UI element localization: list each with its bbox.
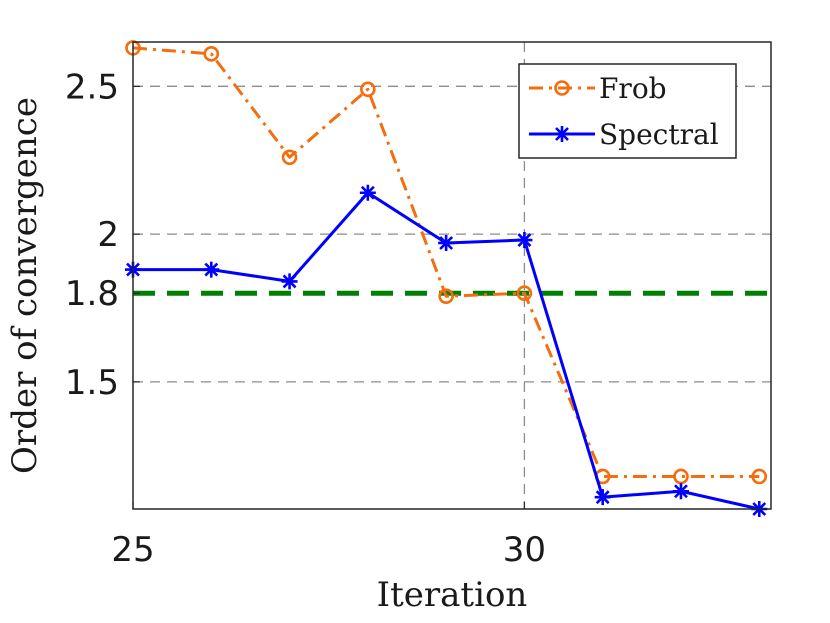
circle-marker	[673, 468, 689, 485]
asterisk-marker	[438, 234, 455, 251]
asterisk-marker	[594, 489, 611, 506]
circle-marker	[203, 46, 220, 62]
y-tick-label: 1.8	[65, 274, 119, 314]
x-axis-label: Iteration	[377, 575, 528, 615]
circle-marker	[554, 80, 570, 96]
asterisk-marker	[672, 483, 689, 500]
circle-marker	[281, 149, 298, 166]
y-tick-label: 2.5	[65, 67, 119, 107]
legend-label-spectral: Spectral	[599, 118, 719, 151]
legend-box	[518, 63, 737, 159]
circle-marker	[751, 468, 768, 485]
tick-labels: 25 30 1.5 1.8 2 2.5	[65, 67, 546, 570]
asterisk-marker	[516, 232, 533, 249]
x-tick-label: 25	[111, 530, 154, 570]
asterisk-marker	[359, 184, 376, 201]
y-tick-label: 2	[97, 215, 119, 255]
x-tick-label: 30	[503, 530, 546, 570]
circle-marker	[438, 288, 454, 304]
legend: Frob Spectral	[518, 63, 737, 159]
y-tick-label: 1.5	[65, 363, 119, 403]
y-axis-label: Order of convergence	[5, 97, 45, 474]
asterisk-marker	[281, 273, 298, 290]
legend-label-frob: Frob	[599, 72, 667, 105]
circle-marker	[360, 81, 376, 98]
asterisk-marker	[554, 126, 570, 142]
axes-box	[132, 41, 772, 510]
series-line-frob	[132, 46, 760, 478]
asterisk-marker	[203, 261, 220, 278]
circle-marker	[516, 285, 533, 302]
